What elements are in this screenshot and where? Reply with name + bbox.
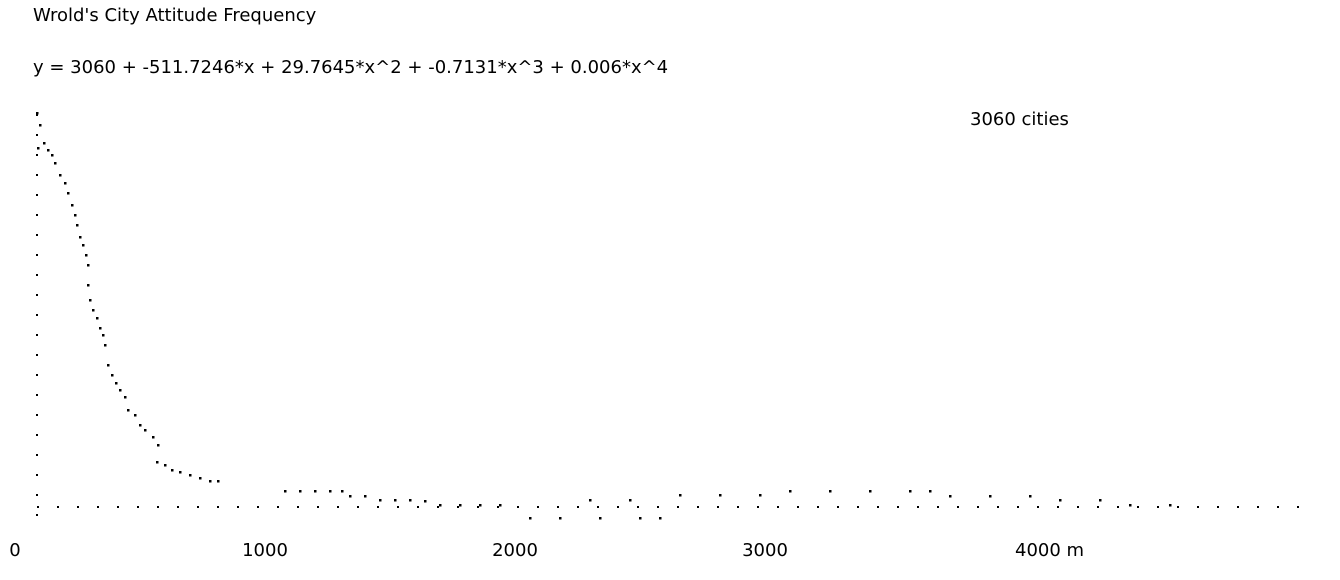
data-point [119,389,122,392]
data-point [64,182,67,185]
data-point [409,499,412,502]
data-point [74,214,77,217]
data-point [424,500,427,503]
data-point [43,142,46,145]
data-point [479,504,482,507]
data-point [79,236,82,239]
data-point [115,382,118,385]
data-point [157,444,160,447]
data-point [659,517,662,520]
data-point [179,471,182,474]
data-point [869,490,872,493]
data-point [629,499,632,502]
data-point [314,490,317,493]
data-point [67,192,70,195]
data-point [559,517,562,520]
data-point [104,344,107,347]
data-point [124,396,127,399]
data-point [329,490,332,493]
data-point [1129,504,1132,507]
data-point [499,504,502,507]
data-point [829,490,832,493]
chart-title: Wrold's City Attitude Frequency [33,5,317,26]
data-point [111,374,114,377]
data-point [679,494,682,497]
data-point [1169,504,1172,507]
data-point [134,414,137,417]
data-point [82,244,85,247]
data-point [144,429,147,432]
data-point [107,364,110,367]
data-point [1029,495,1032,498]
data-point [459,504,462,507]
data-point [152,436,155,439]
data-point [909,490,912,493]
data-point [99,327,102,330]
data-point [199,477,202,480]
data-point [529,517,532,520]
data-point [39,124,42,127]
x-tick-label: 0 [9,540,20,561]
x-tick-label: 2000 [492,540,538,561]
data-point [51,154,54,157]
data-point [36,112,39,115]
data-point [599,517,602,520]
x-tick-label: 4000 m [1015,540,1084,561]
data-point [59,174,62,177]
data-point [92,309,95,312]
data-point [439,504,442,507]
data-point [85,254,88,257]
data-point [102,334,105,337]
data-point [127,409,130,412]
data-point [87,284,90,287]
data-point [759,494,762,497]
data-point [949,495,952,498]
data-point [394,499,397,502]
data-point [1099,499,1102,502]
data-point [589,499,592,502]
annotation: 3060 cities [970,109,1069,130]
data-point [171,469,174,472]
data-point [217,480,220,483]
data-point [379,499,382,502]
data-point [76,224,79,227]
data-point [364,495,367,498]
data-point [299,490,302,493]
x-tick-label: 3000 [742,540,788,561]
data-point [349,495,352,498]
data-point [96,317,99,320]
data-point [87,264,90,267]
data-point [89,299,92,302]
data-point [209,480,212,483]
data-point [284,490,287,493]
data-point [37,147,40,150]
data-point [1059,499,1062,502]
data-point [54,162,57,165]
data-point [341,490,344,493]
data-point [929,490,932,493]
data-point [139,424,142,427]
data-point [789,490,792,493]
data-point [639,517,642,520]
data-point [189,474,192,477]
data-point [47,149,50,152]
data-point [71,204,74,207]
data-point [164,464,167,467]
data-point [156,461,159,464]
equation: y = 3060 + -511.7246*x + 29.7645*x^2 + -… [33,57,668,78]
data-point [719,494,722,497]
data-point [989,495,992,498]
x-tick-label: 1000 [242,540,288,561]
